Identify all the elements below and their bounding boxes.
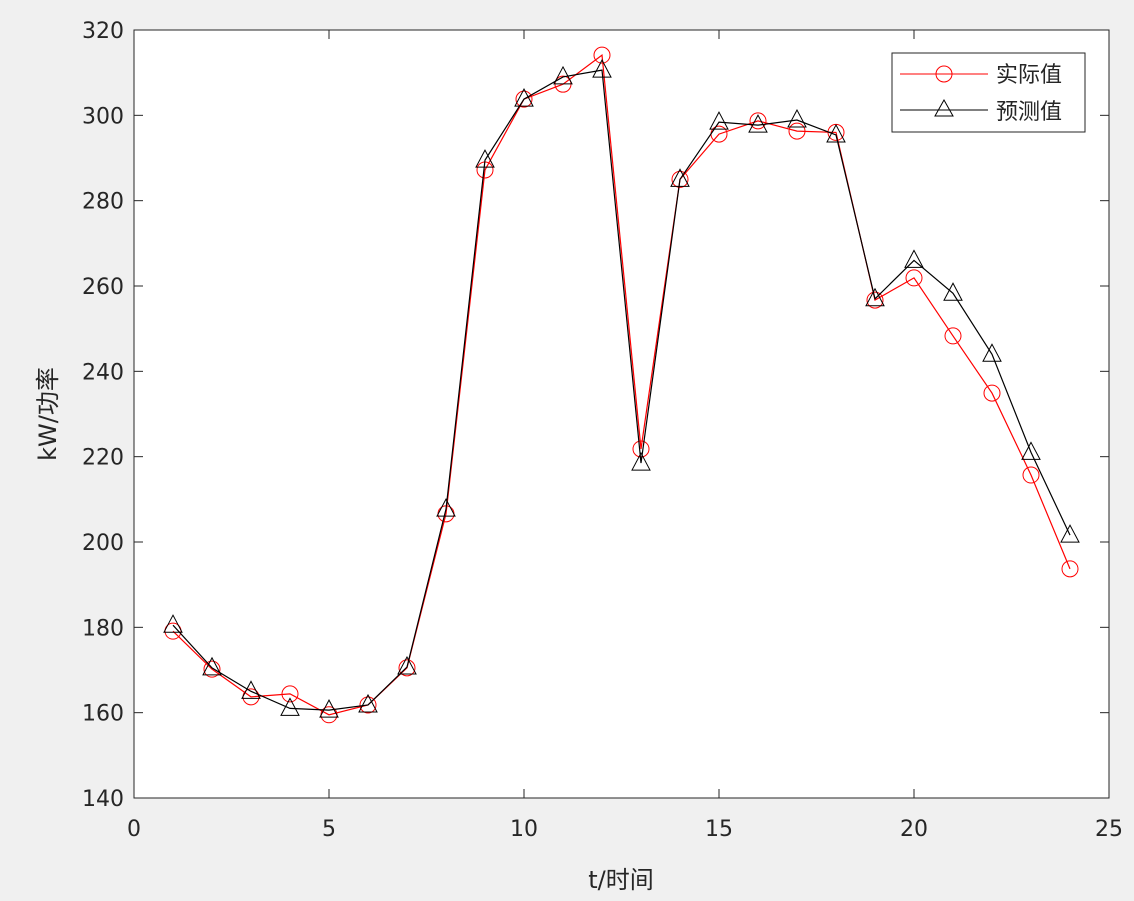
x-tick-label: 0 (127, 817, 141, 842)
data-point-actual (866, 291, 884, 309)
legend-marker-triangle (934, 98, 954, 117)
data-point-actual (905, 269, 923, 287)
y-tick-label: 320 (82, 19, 124, 44)
data-point-actual (749, 112, 767, 130)
data-point-predicted (631, 451, 651, 471)
legend-label-actual: 实际值 (996, 63, 1062, 88)
data-point-actual (398, 659, 416, 677)
x-tick-label: 15 (705, 817, 733, 842)
data-point-actual (632, 440, 650, 458)
data-point-predicted (397, 655, 417, 675)
data-point-predicted (202, 656, 222, 676)
data-point-actual (203, 660, 221, 678)
data-point-actual (515, 90, 533, 108)
data-point-predicted (670, 168, 690, 187)
x-tick-label: 25 (1095, 817, 1123, 842)
data-point-predicted (709, 111, 729, 130)
data-point-predicted (514, 88, 534, 107)
y-tick-label: 280 (82, 190, 124, 215)
y-tick-label: 160 (82, 702, 124, 727)
data-point-actual (944, 327, 962, 345)
data-point-actual (1061, 560, 1079, 578)
data-point-predicted (319, 699, 339, 718)
y-tick-label: 220 (82, 446, 124, 471)
data-point-predicted (592, 59, 612, 78)
x-tick-label: 20 (900, 817, 928, 842)
data-point-predicted (982, 343, 1002, 362)
y-tick-label: 260 (82, 275, 124, 300)
data-point-predicted (358, 693, 378, 713)
data-point-actual (281, 685, 299, 703)
y-axis-label: kW/功率 (34, 367, 62, 461)
x-axis-label: t/时间 (588, 866, 654, 894)
y-tick-label: 240 (82, 360, 124, 385)
data-point-actual (671, 170, 689, 188)
data-point-predicted (163, 614, 183, 633)
data-point-predicted (865, 287, 885, 307)
x-tick-label: 5 (322, 817, 336, 842)
data-point-predicted (436, 498, 456, 517)
data-point-actual (1022, 466, 1040, 484)
series-line-actual (172, 54, 1071, 716)
data-point-predicted (943, 282, 963, 301)
data-point-predicted (1060, 524, 1080, 543)
x-tick-label: 10 (510, 817, 538, 842)
y-tick-label: 200 (82, 531, 124, 556)
data-point-predicted (787, 108, 807, 128)
y-tick-label: 140 (82, 787, 124, 812)
data-point-predicted (475, 149, 495, 168)
legend-label-predicted: 预测值 (996, 100, 1062, 125)
data-point-predicted (280, 697, 300, 716)
legend-marker-circle (935, 65, 953, 83)
data-point-predicted (904, 249, 924, 268)
data-point-predicted (1021, 441, 1041, 460)
data-point-actual (788, 122, 806, 140)
data-point-actual (983, 384, 1001, 402)
data-point-predicted (241, 680, 261, 699)
plot-area (133, 29, 1110, 799)
y-tick-label: 300 (82, 104, 124, 129)
data-point-predicted (826, 123, 846, 143)
data-point-predicted (553, 65, 573, 85)
legend-box (891, 52, 1086, 133)
series-line-predicted (172, 69, 1071, 711)
data-point-actual (593, 46, 611, 64)
legend: 实际值 预测值 (891, 52, 1086, 133)
y-tick-label: 180 (82, 616, 124, 641)
data-point-predicted (748, 114, 768, 133)
data-point-actual (359, 696, 377, 714)
